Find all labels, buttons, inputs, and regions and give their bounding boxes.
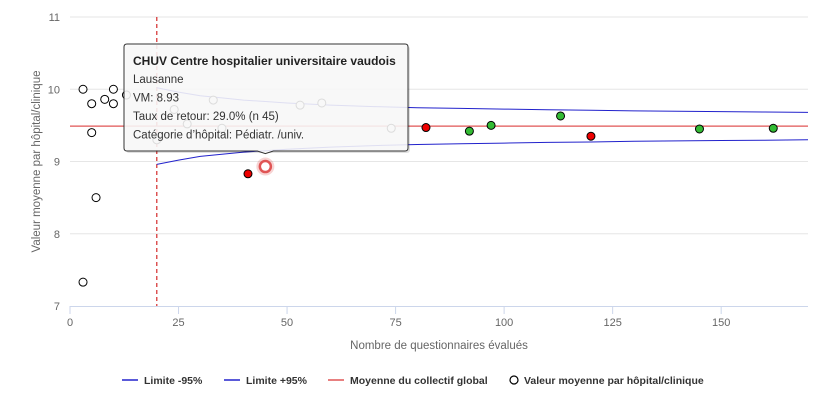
tooltip-line: Catégorie d’hôpital: Pédiatr. /univ.: [133, 130, 304, 142]
legend-circle-symbol: [509, 375, 519, 385]
data-point: [486, 120, 496, 130]
data-point: [78, 84, 88, 94]
tooltip-line: Lausanne: [133, 74, 184, 86]
y-tick-label: 9: [54, 157, 60, 169]
legend-item-label: Valeur moyenne par hôpital/clinique: [524, 375, 704, 387]
x-tick-label: 75: [389, 317, 401, 329]
y-axis-title: Valeur moyenne par hôpital/clinique: [31, 71, 43, 253]
x-tick-label: 0: [67, 317, 73, 329]
legend: Limite -95% Limite +95% Moyenne du collect…: [122, 375, 704, 387]
data-point: [108, 99, 118, 109]
data-point: [243, 169, 253, 179]
data-point: [87, 99, 97, 109]
y-tick-label: 8: [54, 229, 60, 241]
x-axis-title: Nombre de questionnaires évalués: [350, 340, 528, 352]
legend-item-label: Limite +95%: [246, 375, 308, 387]
data-point: [694, 124, 704, 134]
x-tick-label: 150: [712, 317, 730, 329]
y-tick-label: 11: [49, 12, 60, 24]
tooltip-title: CHUV Centre hospitalier universitaire va…: [133, 54, 396, 68]
x-tick-label: 25: [172, 317, 184, 329]
y-tick-label: 7: [54, 301, 60, 313]
data-point: [91, 193, 101, 203]
x-tick-label: 100: [495, 317, 513, 329]
data-point: [586, 131, 596, 141]
data-point: [100, 94, 110, 104]
data-point: [78, 277, 88, 287]
axes: 7 8 9 10 11 0 25 50 75 100 125 150 Nombre de questio…: [31, 12, 808, 352]
tooltip: CHUV Centre hospitalier universitaire va…: [123, 43, 410, 155]
tooltip-box: [123, 43, 409, 155]
legend-item-label: Moyenne du collectif global: [350, 375, 488, 387]
x-tick-label: 50: [281, 317, 293, 329]
data-point: [421, 123, 431, 133]
data-point: [556, 111, 566, 121]
data-point: [87, 128, 97, 138]
y-tick-label: 10: [48, 84, 60, 96]
tooltip-line: VM: 8.93: [133, 93, 179, 105]
data-point: [108, 84, 118, 94]
data-point: [464, 126, 474, 136]
limit-lower-95-line: [156, 139, 809, 165]
data-point-highlighted: [258, 159, 273, 174]
data-point: [768, 123, 778, 133]
tooltip-line: Taux de retour: 29.0% (n 45): [133, 111, 279, 123]
legend-item-label: Limite -95%: [144, 375, 203, 387]
x-tick-label: 125: [603, 317, 621, 329]
